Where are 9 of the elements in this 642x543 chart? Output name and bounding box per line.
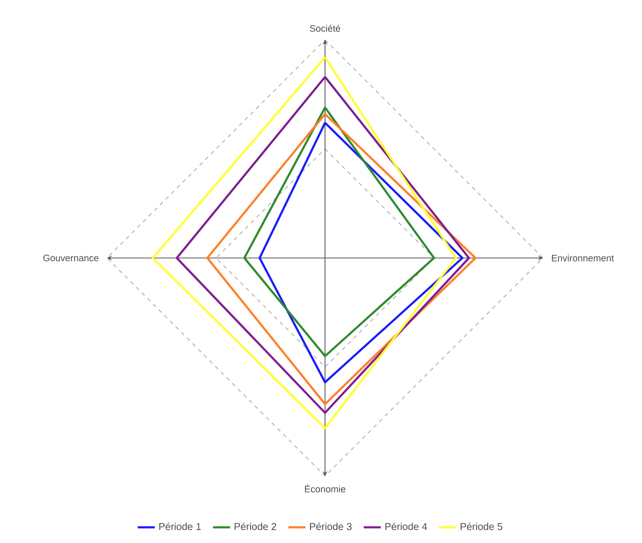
legend-label: Période 5	[460, 522, 502, 530]
legend-label: Période 4	[385, 522, 428, 530]
spoke-label: Société	[310, 24, 340, 32]
legend-label: Période 2	[234, 522, 276, 530]
legend-label: Période 3	[310, 522, 352, 530]
spoke-label: Environnement	[552, 254, 614, 262]
spoke-label: Gouvernance	[43, 254, 98, 262]
legend-label: Période 1	[159, 522, 201, 530]
spoke-label: Économie	[305, 484, 346, 492]
